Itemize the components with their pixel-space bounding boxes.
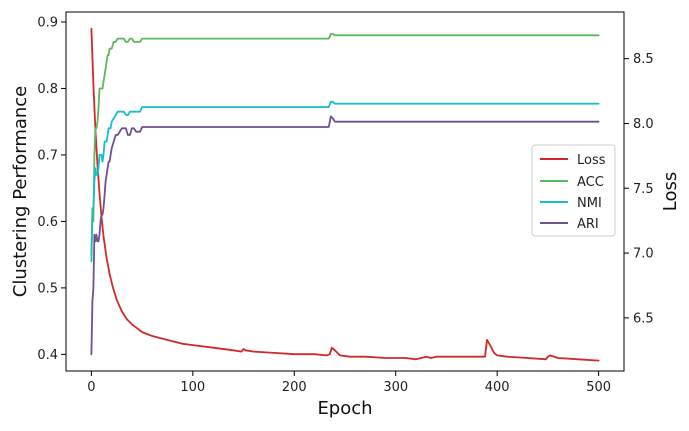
y-left-tick-label: 0.4 bbox=[37, 348, 58, 363]
x-tick-label: 400 bbox=[485, 380, 510, 395]
x-tick-label: 500 bbox=[586, 380, 611, 395]
legend-label-ari: ARI bbox=[577, 217, 599, 232]
x-tick-label: 200 bbox=[282, 380, 307, 395]
axes-layer: 0 100 200 300 400 500 0.4 0.5 0.6 0.7 0.8 0.9 6.5 7.0… bbox=[37, 15, 653, 395]
x-tick-label: 300 bbox=[383, 380, 408, 395]
series-line-loss bbox=[90, 27, 600, 362]
legend-label-nmi: NMI bbox=[577, 196, 602, 211]
y-right-tick-label: 7.5 bbox=[633, 182, 654, 197]
y-right-tick-label: 8.5 bbox=[633, 52, 654, 67]
legend: Loss ACC NMI ARI bbox=[531, 144, 616, 237]
y-right-tick-label: 8.0 bbox=[633, 117, 654, 132]
y-right-tick-label: 6.5 bbox=[633, 311, 654, 326]
legend-label-acc: ACC bbox=[577, 175, 604, 190]
series-line-nmi bbox=[90, 100, 600, 263]
x-tick-label: 100 bbox=[180, 380, 205, 395]
y-left-tick-label: 0.9 bbox=[37, 15, 58, 30]
y-axis-left-title: Clustering Performance bbox=[10, 86, 31, 298]
plot-frame bbox=[65, 11, 625, 372]
y-axis-right-title: Loss bbox=[660, 172, 681, 211]
y-right-tick-label: 7.0 bbox=[633, 247, 654, 262]
y-left-tick-label: 0.7 bbox=[37, 148, 58, 163]
y-left-tick-label: 0.5 bbox=[37, 281, 58, 296]
y-left-tick-label: 0.8 bbox=[37, 82, 58, 97]
legend-label-loss: Loss bbox=[577, 153, 606, 168]
x-tick-label: 0 bbox=[87, 380, 95, 395]
series-line-acc bbox=[90, 33, 600, 256]
series-layer bbox=[90, 27, 600, 362]
series-line-ari bbox=[90, 115, 600, 356]
legend-box bbox=[531, 144, 616, 237]
y-left-tick-label: 0.6 bbox=[37, 215, 58, 230]
x-axis-title: Epoch bbox=[317, 398, 372, 419]
